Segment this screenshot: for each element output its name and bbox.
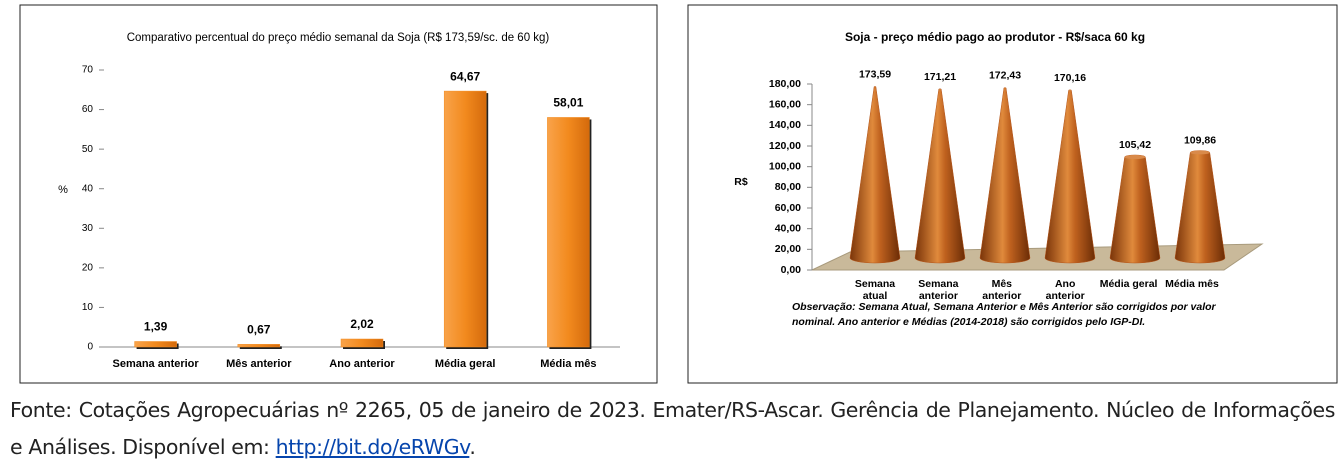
caption-end: . [469, 435, 476, 459]
y-tick-label: 40,00 [775, 222, 801, 234]
y-tick-label: 60,00 [775, 202, 801, 214]
y-tick-label: 180,00 [769, 78, 801, 90]
y-tick-label: 50 [82, 144, 94, 155]
x-tick-label: Mês anterior [982, 278, 1022, 302]
x-tick-label: Semana atual [854, 278, 896, 302]
y-tick-label: 60 [82, 104, 94, 115]
bar [237, 344, 281, 348]
charts: Comparativo percentual do preço médio se… [19, 4, 1338, 384]
x-tick-label-box: Semana atual [854, 278, 896, 302]
y-axis-label: % [58, 184, 68, 196]
chart-title: Comparativo percentual do preço médio se… [127, 32, 550, 44]
x-tick-label: Média geral [435, 358, 496, 370]
value-label: 105,42 [1119, 139, 1151, 151]
x-tick-label-box: Média geral [1099, 278, 1158, 290]
x-tick-label-box: Ano anterior [1045, 278, 1085, 302]
cone-top [1190, 150, 1210, 155]
caption-link[interactable]: http://bit.do/eRWGv [275, 435, 470, 459]
x-tick-label-box: Semana anterior [918, 278, 959, 302]
x-tick-label: Ano anterior [329, 358, 395, 370]
x-tick-label: Semana anterior [918, 278, 959, 302]
y-tick-label: 30 [82, 223, 94, 234]
y-tick-label: 40 [82, 183, 94, 194]
value-label: 172,43 [989, 70, 1021, 82]
caption: Fonte: Cotações Agropecuárias nº 2265, 0… [10, 392, 1335, 466]
y-tick-label: 0 [87, 342, 93, 353]
value-label: 64,67 [450, 69, 480, 83]
value-label: 2,02 [350, 317, 374, 331]
x-tick-label-box: Mês anterior [982, 278, 1022, 302]
cone-top [1068, 89, 1072, 91]
x-tick-label: Mês anterior [226, 358, 292, 370]
cone [914, 88, 966, 264]
value-label: 170,16 [1054, 72, 1086, 84]
value-label: 109,86 [1184, 134, 1216, 146]
y-tick-label: 20 [82, 262, 94, 273]
y-tick-label: 120,00 [769, 140, 801, 152]
value-label: 1,39 [144, 320, 168, 334]
y-tick-label: 20,00 [775, 243, 801, 255]
y-tick-label: 160,00 [769, 98, 801, 110]
y-tick-label: 70 [82, 65, 94, 76]
value-label: 173,59 [859, 68, 891, 80]
y-tick-label: 80,00 [775, 181, 801, 193]
value-label: 0,67 [247, 323, 271, 337]
x-tick-label: Semana anterior [112, 358, 199, 370]
bar [340, 338, 384, 348]
x-tick-label: Média mês [540, 358, 596, 370]
caption-text: Fonte: Cotações Agropecuárias nº 2265, 0… [10, 398, 1335, 459]
x-tick-label-box: Média mês [1165, 278, 1219, 290]
y-tick-label: 140,00 [769, 119, 801, 131]
y-tick-label: 100,00 [769, 160, 801, 172]
value-label: 171,21 [924, 71, 956, 83]
x-tick-label: Média geral [1099, 278, 1158, 290]
bar-shadow [239, 346, 282, 349]
x-tick-label: Média mês [1165, 278, 1219, 290]
x-tick-label: Ano anterior [1045, 278, 1085, 302]
y-tick-label: 10 [82, 302, 94, 313]
y-axis-label: R$ [734, 176, 748, 188]
bar [443, 90, 487, 348]
chart-title: Soja - preço médio pago ao produtor - R$… [845, 30, 1145, 44]
y-tick-label: 0,00 [781, 264, 802, 276]
cone-top [1124, 154, 1146, 160]
value-label: 58,01 [553, 96, 583, 110]
bar [547, 117, 590, 348]
annotation: Observação: Semana Atual, Semana Anterio… [792, 301, 1216, 328]
bar [134, 341, 177, 348]
cone [1044, 89, 1096, 264]
annotation-box: Observação: Semana Atual, Semana Anterio… [792, 301, 1216, 328]
